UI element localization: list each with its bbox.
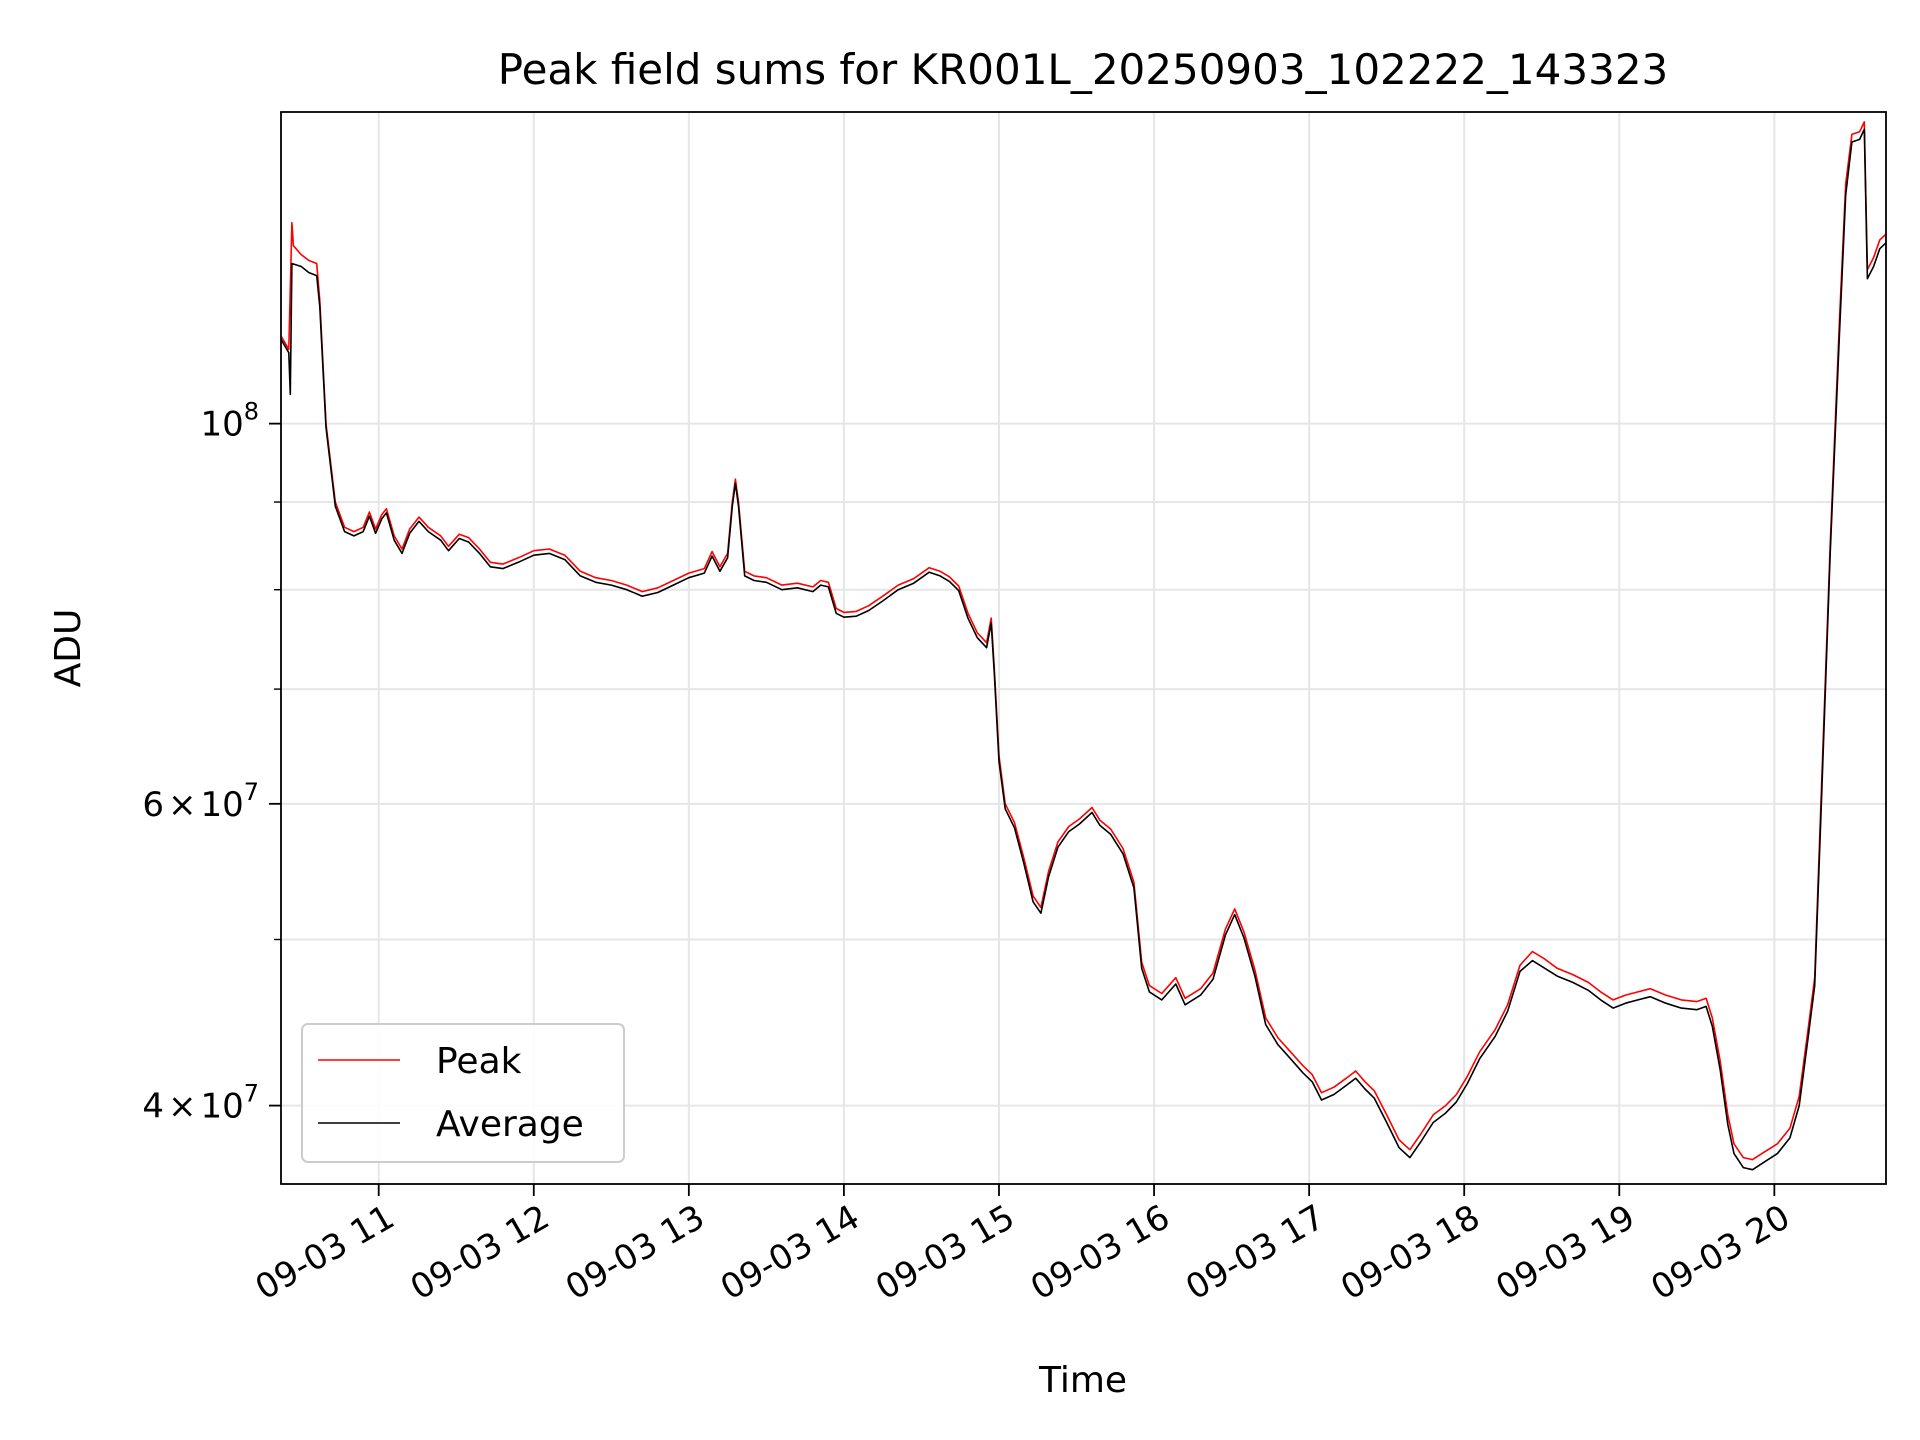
y-axis-label: ADU <box>48 609 89 688</box>
y-tick-label: 108 <box>200 398 259 445</box>
chart-title: Peak field sums for KR001L_20250903_1022… <box>498 45 1669 94</box>
legend-box <box>301 1023 625 1163</box>
series-layer <box>281 121 1886 1171</box>
grid <box>281 112 1886 1184</box>
legend-label-peak: Peak <box>436 1041 522 1082</box>
series-line-average <box>281 128 1886 1171</box>
legend: Peak Average <box>301 1023 625 1163</box>
y-axis: 4 × 107 6 × 107 108 <box>142 398 281 1127</box>
plot-frame <box>280 111 1887 1185</box>
legend-label-average: Average <box>436 1104 584 1145</box>
y-tick-label: 6 × 107 <box>142 778 259 825</box>
y-tick-label: 4 × 107 <box>142 1080 259 1127</box>
x-axis-label: Time <box>1038 1360 1127 1401</box>
series-line-peak <box>281 121 1886 1161</box>
